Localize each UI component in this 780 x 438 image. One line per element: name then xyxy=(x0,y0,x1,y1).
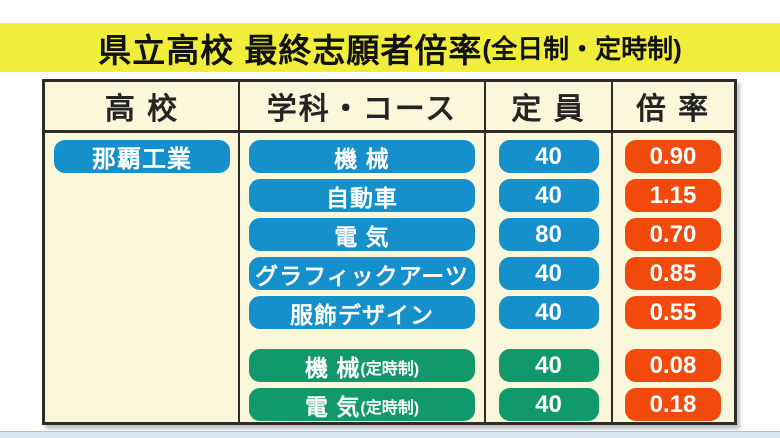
course-cell: 服飾デザイン xyxy=(239,296,485,329)
course-pill: 機 械 xyxy=(249,140,475,173)
course-name: グラフィックアーツ xyxy=(255,262,469,289)
table-row: 電 気 (定時制) 40 0.18 xyxy=(45,385,734,422)
course-suffix: (定時制) xyxy=(360,399,420,417)
course-name: 機 械 xyxy=(304,354,361,381)
table-row: グラフィックアーツ 40 0.85 xyxy=(45,254,734,293)
table-row: 自動車 40 1.15 xyxy=(45,176,734,215)
ratio-pill: 0.85 xyxy=(625,257,721,290)
course-pill: 電 気 (定時制) xyxy=(249,388,475,421)
course-name: 電 気 xyxy=(334,223,390,250)
course-pill: 機 械 (定時制) xyxy=(249,349,475,382)
capacity-pill: 80 xyxy=(498,218,599,251)
course-name: 電 気 xyxy=(304,393,361,420)
course-pill: 自動車 xyxy=(249,179,475,212)
capacity-cell: 40 xyxy=(485,179,612,212)
table-row: 機 械 (定時制) 40 0.08 xyxy=(45,346,734,385)
capacity-pill: 40 xyxy=(498,179,599,212)
banner-title: 県立高校 最終志願者倍率 xyxy=(98,31,483,69)
table-row: 服飾デザイン 40 0.55 xyxy=(45,293,734,332)
capacity-pill: 40 xyxy=(498,296,599,329)
course-cell: 機 械 (定時制) xyxy=(239,349,485,382)
capacity-pill: 40 xyxy=(498,257,599,290)
header-cell-capacity: 定 員 xyxy=(511,93,586,126)
course-pill: グラフィックアーツ xyxy=(249,257,475,290)
ratio-cell: 0.55 xyxy=(612,296,734,329)
course-cell: 電 気 xyxy=(239,218,485,251)
ratio-pill: 1.15 xyxy=(625,179,721,212)
capacity-cell: 40 xyxy=(485,388,612,421)
banner-subtitle: (全日制・定時制) xyxy=(482,34,682,64)
capacity-pill: 40 xyxy=(498,140,599,173)
ratio-pill: 0.70 xyxy=(625,218,721,251)
column-divider xyxy=(238,82,240,422)
column-divider xyxy=(484,82,486,422)
course-suffix: (定時制) xyxy=(360,360,420,378)
capacity-pill: 40 xyxy=(498,349,599,382)
ratio-cell: 0.08 xyxy=(612,349,734,382)
school-cell: 那覇工業 xyxy=(45,140,239,173)
ratio-pill: 0.08 xyxy=(625,349,721,382)
table-row: 那覇工業 機 械 40 0.90 xyxy=(45,137,734,176)
ratio-cell: 0.18 xyxy=(612,388,734,421)
capacity-cell: 40 xyxy=(485,140,612,173)
table-header-row: 高 校 学科・コース 定 員 倍 率 xyxy=(45,82,734,133)
course-cell: 機 械 xyxy=(239,140,485,173)
capacity-cell: 40 xyxy=(485,349,612,382)
ratio-pill: 0.55 xyxy=(625,296,721,329)
course-name: 自動車 xyxy=(326,184,398,211)
course-cell: 電 気 (定時制) xyxy=(239,388,485,421)
capacity-cell: 80 xyxy=(485,218,612,251)
ratio-table: 高 校 学科・コース 定 員 倍 率 那覇工業機 械 40 0.90 自動車 40 1.1… xyxy=(42,79,737,425)
header-cell-ratio: 倍 率 xyxy=(635,93,711,126)
course-cell: グラフィックアーツ xyxy=(239,257,485,290)
capacity-cell: 40 xyxy=(485,257,612,290)
capacity-cell: 40 xyxy=(485,296,612,329)
course-name: 服飾デザイン xyxy=(290,301,434,328)
table-row: 電 気 80 0.70 xyxy=(45,215,734,254)
header-cell-school: 高 校 xyxy=(104,93,180,126)
ratio-pill: 0.18 xyxy=(625,388,721,421)
course-name: 機 械 xyxy=(334,145,390,172)
ratio-cell: 1.15 xyxy=(612,179,734,212)
course-pill: 電 気 xyxy=(249,218,475,251)
ratio-cell: 0.85 xyxy=(612,257,734,290)
ratio-cell: 0.90 xyxy=(612,140,734,173)
bottom-strip xyxy=(0,431,780,438)
title-banner: 県立高校 最終志願者倍率 (全日制・定時制) xyxy=(0,23,780,72)
column-divider xyxy=(611,82,613,422)
ratio-cell: 0.70 xyxy=(612,218,734,251)
header-cell-course: 学科・コース xyxy=(266,93,458,126)
course-cell: 自動車 xyxy=(239,179,485,212)
course-pill: 服飾デザイン xyxy=(249,296,475,329)
school-pill: 那覇工業 xyxy=(54,140,230,173)
capacity-pill: 40 xyxy=(498,388,599,421)
ratio-pill: 0.90 xyxy=(625,140,721,173)
table-body: 那覇工業機 械 40 0.90 自動車 40 1.15 電 気 80 0.70 グラフィックアーツ… xyxy=(45,133,734,422)
